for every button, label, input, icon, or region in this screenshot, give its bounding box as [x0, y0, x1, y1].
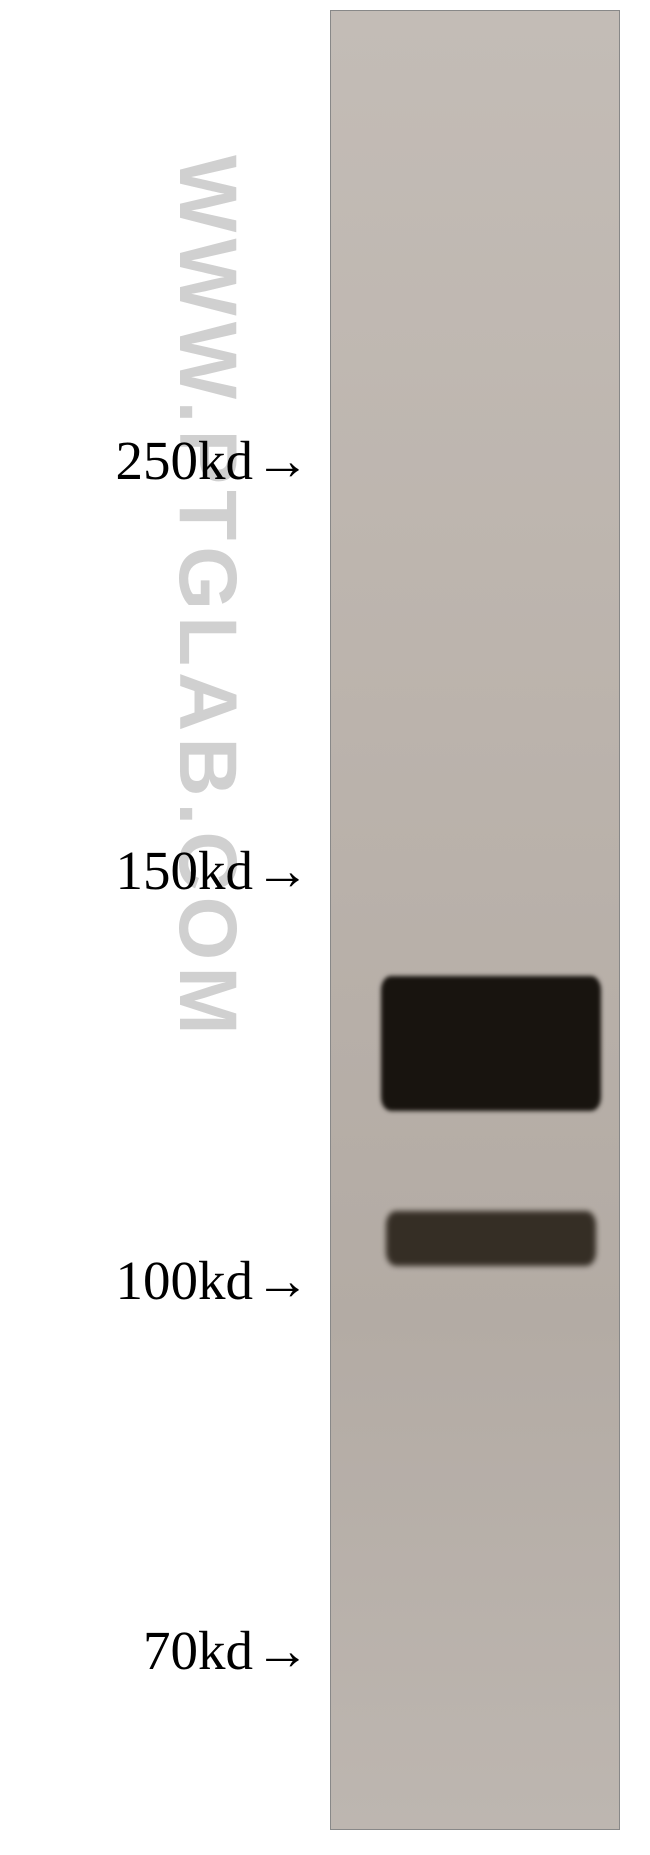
watermark-text: WWW.PTGLAB.COM — [160, 155, 254, 1041]
mw-marker-label: 70kd — [143, 1623, 253, 1678]
mw-marker-100: 100kd → — [0, 1250, 310, 1310]
mw-marker-label: 100kd — [116, 1253, 254, 1308]
arrow-right-icon: → — [255, 1253, 310, 1308]
protein-band-main — [381, 976, 601, 1111]
mw-marker-label: 150kd — [116, 843, 254, 898]
mw-marker-150: 150kd → — [0, 840, 310, 900]
mw-marker-70: 70kd → — [0, 1620, 310, 1680]
blot-figure: WWW.PTGLAB.COM 250kd → 150kd → 100kd → 7… — [0, 0, 650, 1855]
mw-marker-250: 250kd → — [0, 430, 310, 490]
protein-band-secondary — [386, 1211, 596, 1266]
arrow-right-icon: → — [255, 433, 310, 488]
blot-lane — [330, 10, 620, 1830]
mw-marker-label: 250kd — [116, 433, 254, 488]
arrow-right-icon: → — [255, 1623, 310, 1678]
arrow-right-icon: → — [255, 843, 310, 898]
blot-membrane — [331, 11, 619, 1829]
